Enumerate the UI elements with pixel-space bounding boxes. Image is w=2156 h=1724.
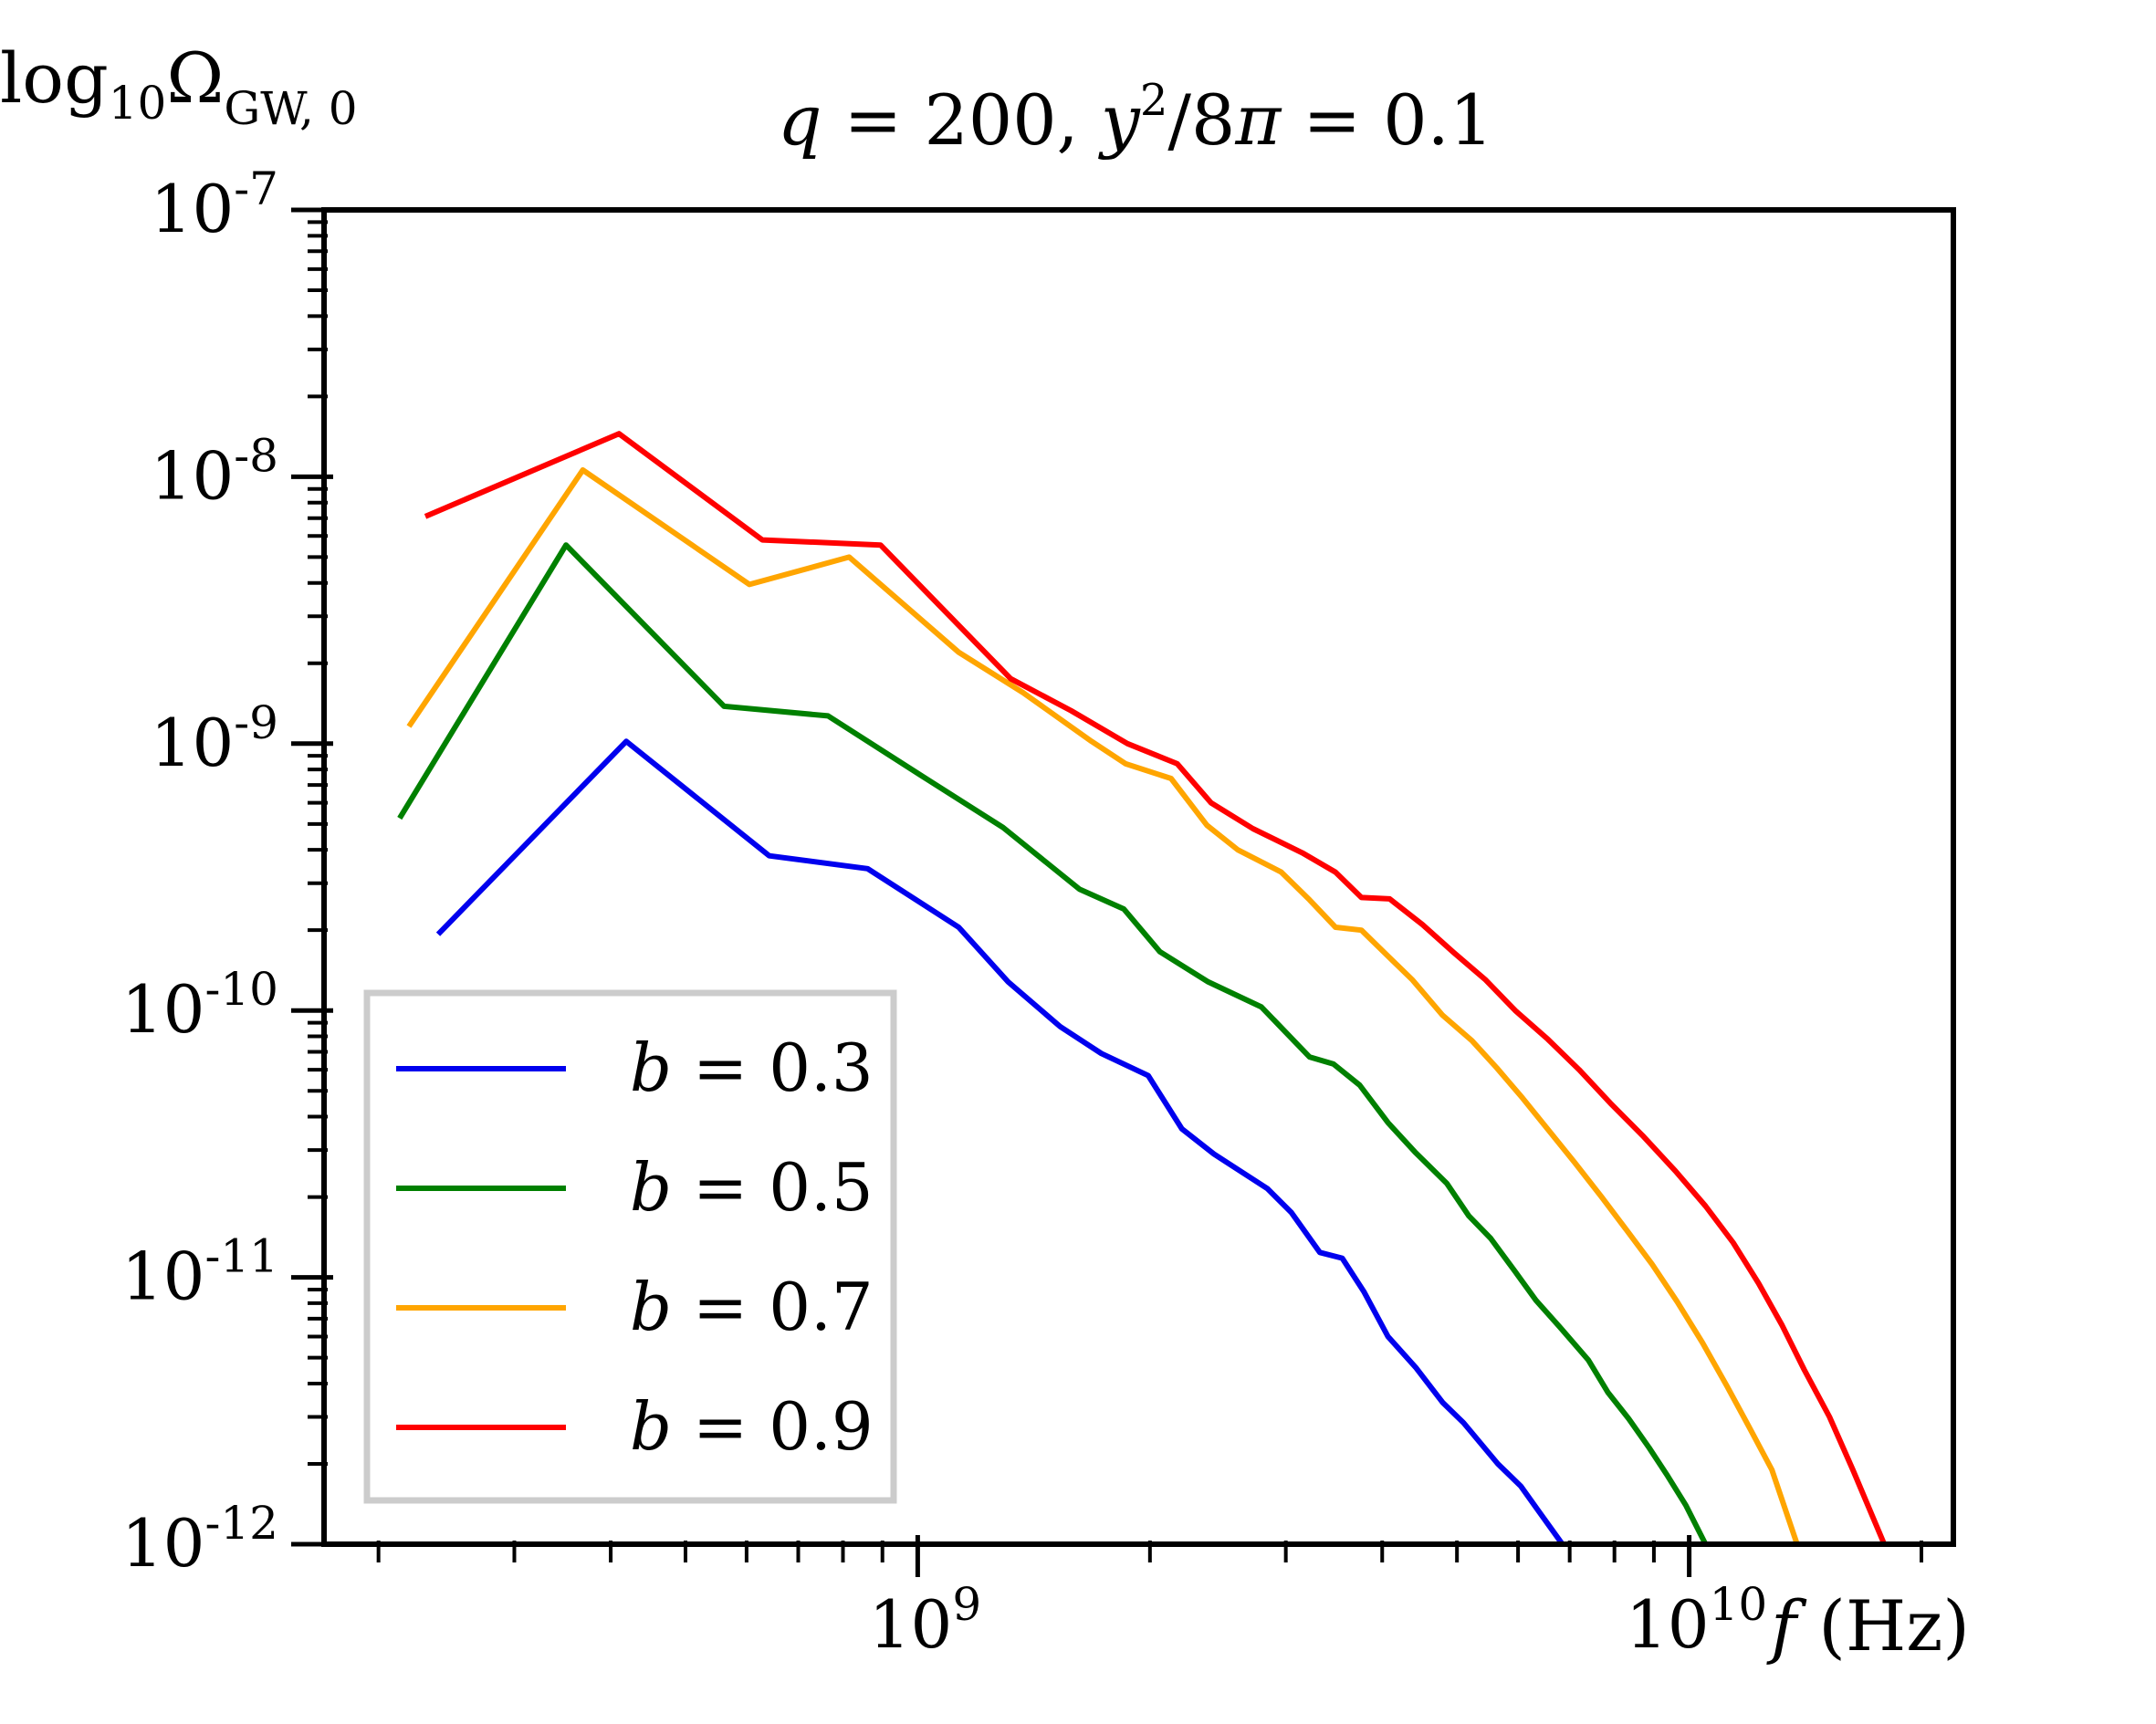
series-line-2: [397, 542, 1709, 1544]
legend-label-4: b = 0.9: [630, 1388, 874, 1465]
x-tick-exp: 10: [1710, 1578, 1768, 1631]
ylabel-omega: Ω: [166, 37, 224, 119]
title-eq2: = 0.1: [1281, 79, 1493, 161]
x-tick-base: 10: [869, 1586, 953, 1663]
y-tick-label: 10-11: [121, 1230, 278, 1315]
y-tick-base: 10: [121, 971, 205, 1048]
y-tick-base: 10: [151, 705, 235, 781]
legend-var: b: [630, 1388, 672, 1465]
y-tick-label: 10-10: [121, 963, 278, 1048]
legend-var: b: [630, 1149, 672, 1226]
y-tick-exp: -7: [234, 162, 278, 215]
ylabel-log: log: [0, 37, 109, 119]
y-tick-exp: -8: [234, 429, 278, 482]
series-line-3: [406, 467, 1800, 1544]
legend-value: = 0.3: [672, 1029, 874, 1106]
legend-var: b: [630, 1029, 672, 1106]
series-line-1: [435, 738, 1565, 1544]
legend-var: b: [630, 1269, 672, 1345]
y-tick-exp: -11: [204, 1230, 278, 1283]
y-tick-exp: -9: [234, 696, 278, 749]
title-eq1: = 200,: [822, 79, 1101, 161]
y-tick-base: 10: [151, 171, 235, 247]
x-axis-label: f (Hz): [1766, 1585, 1970, 1667]
series-line-4: [424, 431, 1888, 1544]
legend-label-2: b = 0.5: [630, 1149, 874, 1226]
chart-title: q = 200, y2/8π = 0.1: [778, 75, 1493, 161]
plot-frame: [321, 207, 1956, 1547]
y-tick-base: 10: [121, 1505, 205, 1582]
y-tick-label: 10-7: [151, 162, 278, 247]
y-tick-label: 10-8: [151, 429, 278, 514]
y-tick-base: 10: [121, 1238, 205, 1315]
y-axis-label: log10ΩGW, 0: [0, 37, 358, 135]
legend-label-1: b = 0.3: [630, 1029, 874, 1106]
legend-label-3: b = 0.7: [630, 1269, 874, 1345]
legend-box: [363, 989, 897, 1504]
y-tick-label: 10-9: [151, 696, 278, 781]
title-q: q: [778, 79, 822, 161]
ylabel-sub10: 10: [109, 77, 167, 130]
y-tick-base: 10: [151, 437, 235, 514]
y-tick-label: 10-12: [121, 1497, 278, 1582]
y-tick-exp: -12: [204, 1497, 278, 1550]
x-tick-base: 10: [1626, 1586, 1710, 1663]
title-rest: /8: [1167, 79, 1235, 161]
legend-value: = 0.9: [672, 1388, 874, 1465]
title-sup: 2: [1140, 75, 1168, 126]
legend-value: = 0.7: [672, 1269, 874, 1345]
y-tick-exp: -10: [204, 963, 278, 1016]
title-pi: π: [1234, 79, 1282, 161]
ylabel-sub: GW, 0: [224, 82, 357, 135]
legend: b = 0.3b = 0.5b = 0.7b = 0.9: [363, 989, 897, 1504]
x-tick-label: 1010: [1626, 1578, 1767, 1663]
x-tick-label: 109: [869, 1578, 981, 1663]
legend-value: = 0.5: [672, 1149, 874, 1226]
x-tick-exp: 9: [952, 1578, 981, 1631]
xlabel-unit: (Hz): [1796, 1585, 1970, 1667]
title-y: y: [1098, 79, 1141, 161]
series-layer: [397, 431, 1888, 1544]
